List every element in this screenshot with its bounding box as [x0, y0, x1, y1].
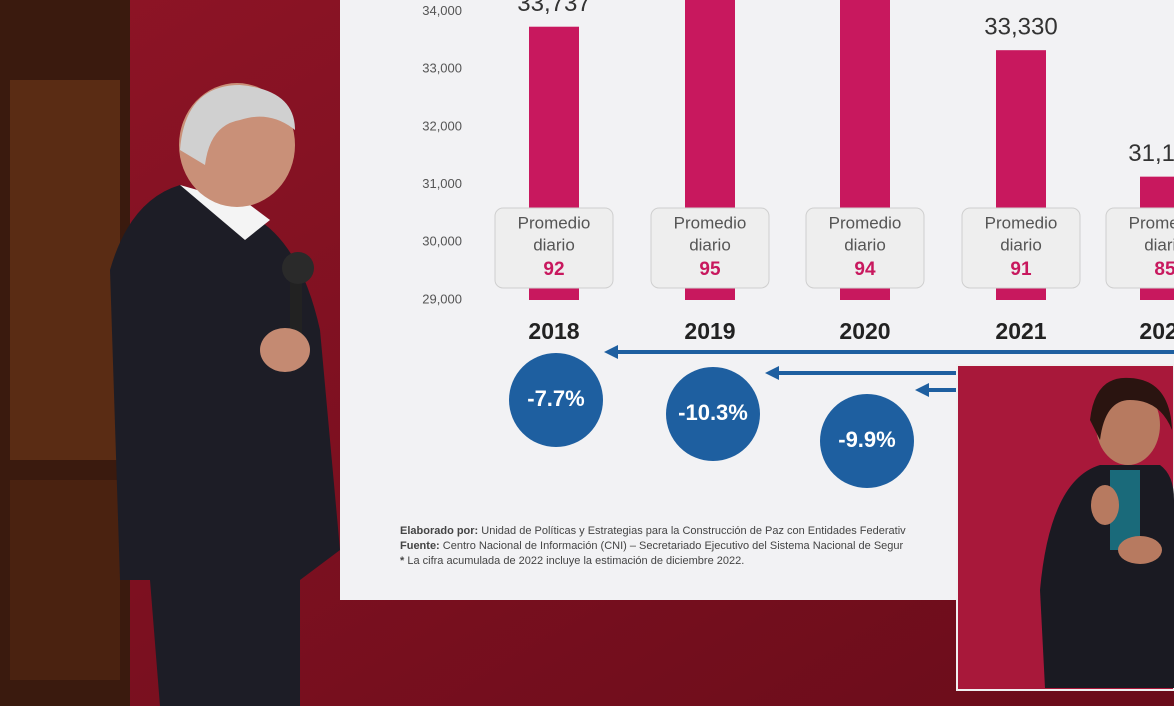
note-label: Fuente:	[400, 540, 440, 552]
arrow-head	[765, 366, 779, 380]
change-circle	[666, 367, 760, 461]
y-tick-label: 31,000	[422, 176, 462, 191]
change-circle	[820, 394, 914, 488]
daily-average: 91	[1010, 259, 1032, 280]
daily-box-label: diario	[533, 235, 575, 254]
daily-box-label: diario	[689, 235, 731, 254]
note-text: Centro Nacional de Información (CNI) – S…	[443, 540, 904, 552]
x-tick-label: 2019	[684, 318, 735, 344]
x-tick-label: 2018	[528, 318, 579, 344]
daily-average: 85	[1154, 259, 1174, 280]
y-tick-label: 34,000	[422, 3, 462, 18]
speaker	[110, 83, 340, 706]
daily-box	[805, 207, 925, 289]
y-tick-label: 32,000	[422, 118, 462, 133]
wood-panel-detail	[10, 80, 120, 460]
y-tick-label: 33,000	[422, 61, 462, 76]
change-label: -7.7%	[527, 386, 584, 411]
interpreter-inset	[956, 364, 1174, 691]
daily-box-label: Promedio	[1129, 213, 1174, 232]
daily-average: 95	[699, 259, 721, 280]
y-tick-label: 30,000	[422, 234, 462, 249]
note-text: La cifra acumulada de 2022 incluye la es…	[407, 555, 744, 567]
daily-box	[650, 207, 770, 289]
change-label: -9.9%	[838, 427, 895, 452]
chart: 29,000 30,000 31,000 32,000 33,000 34,000 33,7…	[400, 0, 1174, 567]
note: * La cifra acumulada de 2022 incluye la …	[400, 555, 744, 567]
arrow-head	[915, 383, 929, 397]
x-tick-label: 2020	[839, 318, 890, 344]
x-tick-label: 2022	[1139, 318, 1174, 344]
daily-box-label: diario	[844, 235, 886, 254]
daily-box-label: diario	[1144, 235, 1174, 254]
note-text: Unidad de Políticas y Estrategias para l…	[481, 525, 906, 537]
daily-box-label: Promedio	[518, 213, 591, 232]
change-circle	[509, 353, 603, 447]
note: Fuente: Centro Nacional de Información (…	[400, 540, 904, 552]
x-tick-label: 2021	[995, 318, 1046, 344]
value-label: 31,138	[1128, 140, 1174, 167]
daily-box-label: diario	[1000, 235, 1042, 254]
note-label: Elaborado por:	[400, 525, 478, 537]
daily-box-label: Promedio	[829, 213, 902, 232]
daily-average: 94	[854, 259, 876, 280]
value-label: 33,330	[984, 14, 1057, 41]
note-label: *	[400, 555, 405, 567]
daily-average: 92	[543, 259, 564, 280]
daily-box	[1105, 207, 1174, 289]
y-tick-label: 29,000	[422, 291, 462, 306]
daily-box	[494, 207, 614, 289]
arrow-head	[604, 345, 618, 359]
note: Elaborado por: Unidad de Políticas y Est…	[400, 525, 906, 537]
daily-box	[961, 207, 1081, 289]
value-label: 33,737	[517, 0, 590, 17]
change-label: -10.3%	[678, 400, 748, 425]
daily-box-label: Promedio	[985, 213, 1058, 232]
daily-box-label: Promedio	[674, 213, 747, 232]
wood-panel-detail	[10, 480, 120, 680]
